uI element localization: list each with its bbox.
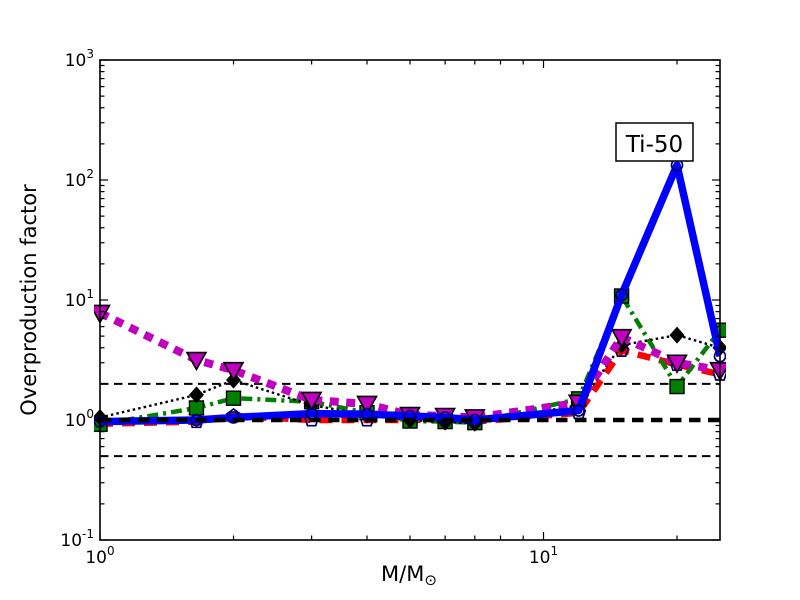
x-axis-label-main: M/M xyxy=(381,562,424,586)
circle-marker xyxy=(438,411,452,424)
circle-marker xyxy=(615,288,628,302)
square-marker xyxy=(225,390,242,406)
circle-marker xyxy=(227,411,240,424)
tick-label-10^2: 102 xyxy=(65,167,94,191)
tick-label-10^1: 101 xyxy=(529,544,558,568)
tick-label-10^1: 101 xyxy=(65,287,94,311)
factor-two-reference-lines xyxy=(100,382,720,458)
x-axis-label: M/M⊙ xyxy=(381,562,437,589)
diamond-marker xyxy=(188,386,204,404)
triangle-down-marker xyxy=(185,351,208,372)
axes xyxy=(99,59,721,541)
circle-marker xyxy=(572,404,585,417)
triangle-down-marker xyxy=(356,395,378,416)
triangle-down-marker xyxy=(300,391,323,412)
tick-label-10^0: 100 xyxy=(65,407,94,431)
triangle-down-marker xyxy=(666,354,688,374)
triangle-down-marker xyxy=(222,361,245,382)
annotation-frame xyxy=(615,122,694,162)
solar-mass-symbol: ⊙ xyxy=(424,571,437,589)
annotation-box: Ti-50 xyxy=(615,122,694,162)
isotope-label: Ti-50 xyxy=(625,132,683,158)
triangle-down-marker xyxy=(610,328,633,349)
tick-label-10^0: 100 xyxy=(85,544,114,568)
y-axis-label: Overproduction factor xyxy=(17,184,41,416)
tick-label-10^-1: 10-1 xyxy=(60,527,94,551)
tick-label-10^3: 103 xyxy=(65,47,94,71)
square-marker xyxy=(669,378,685,395)
diamond-marker xyxy=(669,326,685,344)
